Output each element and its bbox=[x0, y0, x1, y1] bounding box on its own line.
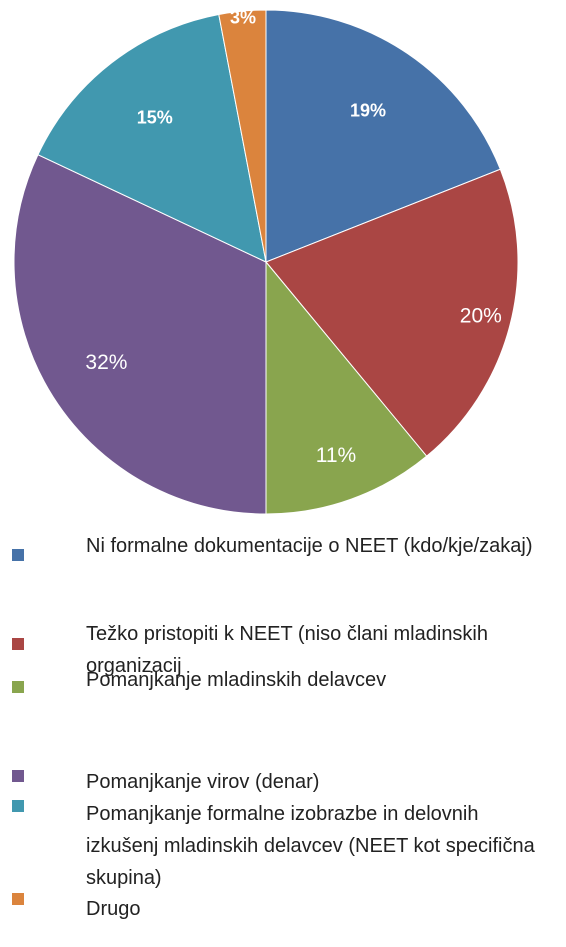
data-label: 20% bbox=[460, 305, 502, 328]
pie-slice bbox=[218, 9, 267, 263]
legend-label: Pomanjkanje mladinskih delavcev bbox=[86, 669, 387, 691]
pie-slice bbox=[265, 260, 428, 515]
legend-swatch bbox=[12, 800, 24, 812]
data-label: 15% bbox=[137, 107, 173, 127]
legend-label: Pomanjkanje formalne izobrazbe in delovn… bbox=[86, 803, 535, 889]
legend-swatch bbox=[12, 549, 24, 561]
legend-swatch bbox=[12, 638, 24, 650]
chart: 19% 20% 11% 32% 15% 3% bbox=[13, 7, 519, 515]
pie-slice bbox=[265, 9, 501, 263]
legend-label: Ni formalne dokumentacije o NEET (kdo/kj… bbox=[86, 535, 533, 557]
data-label: 19% bbox=[350, 101, 386, 121]
data-label: 3% bbox=[230, 7, 256, 27]
legend-label: Drugo bbox=[86, 898, 141, 920]
data-label: 11% bbox=[316, 444, 356, 467]
pie-slice bbox=[37, 13, 267, 263]
pie-slice bbox=[13, 154, 267, 515]
pie-slice bbox=[265, 168, 519, 457]
legend-swatch bbox=[12, 681, 24, 693]
data-label: 32% bbox=[85, 351, 127, 374]
legend-swatch bbox=[12, 770, 24, 782]
legend-label: Pomanjkanje virov (denar) bbox=[86, 771, 320, 793]
legend-swatch bbox=[12, 893, 24, 905]
legend-label: Težko pristopiti k NEET (niso člani mlad… bbox=[86, 623, 489, 677]
